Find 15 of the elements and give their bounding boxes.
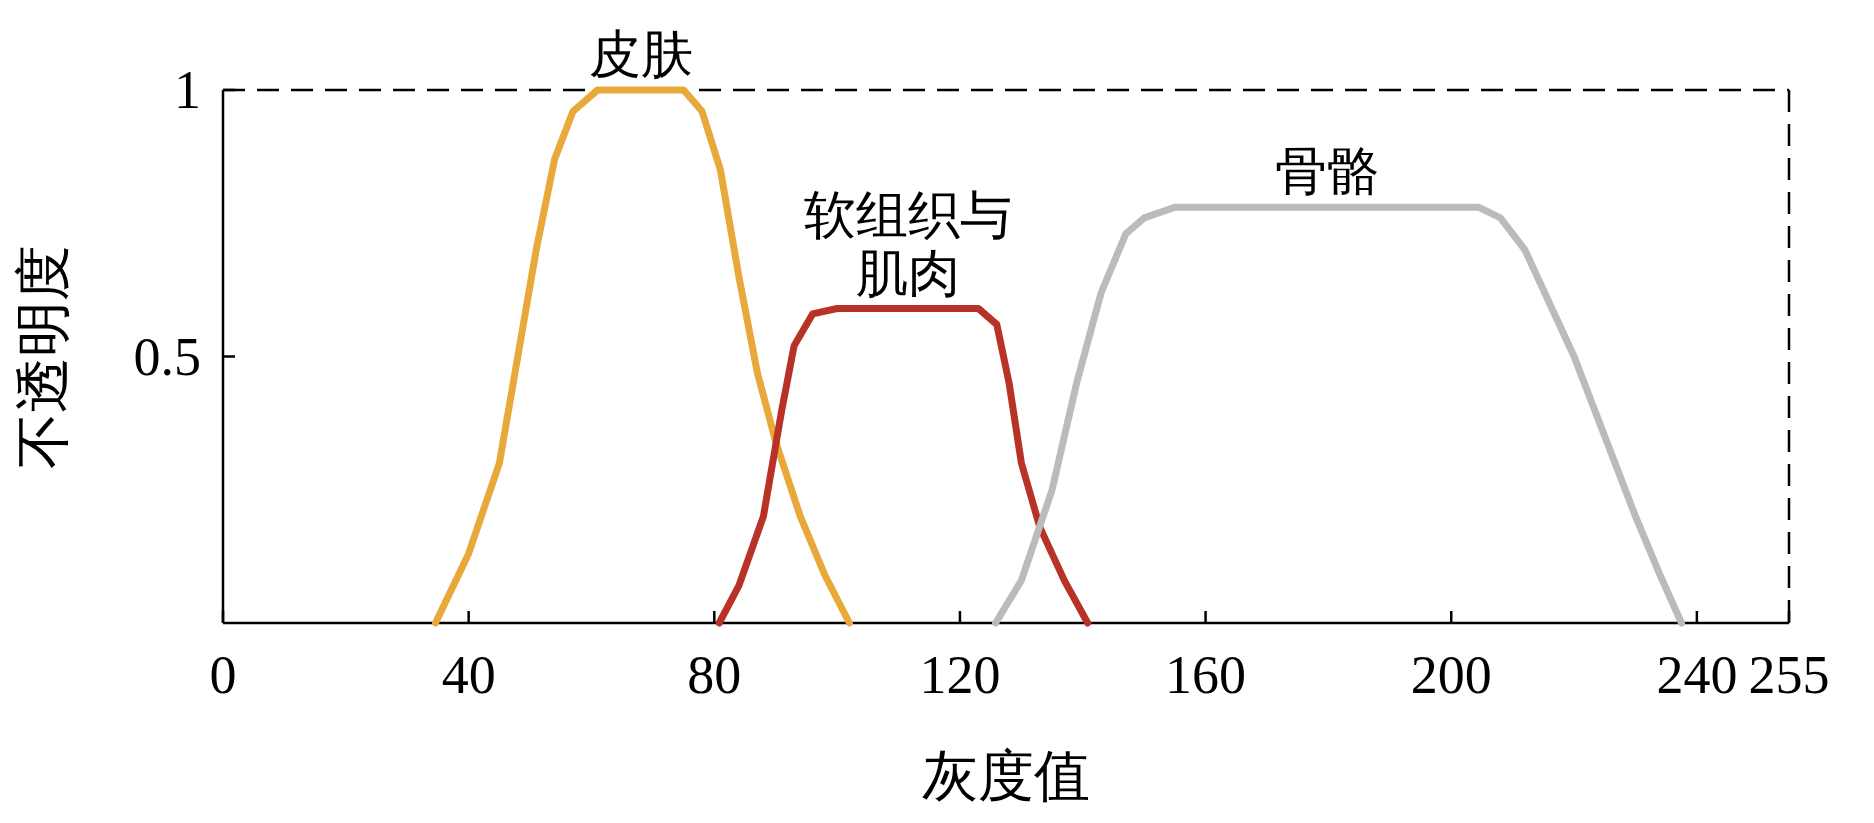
x-tick-label: 0 xyxy=(209,645,237,705)
x-tick-label: 200 xyxy=(1410,645,1492,705)
x-tick-label: 160 xyxy=(1165,645,1247,705)
y-axis-title: 不透明度 xyxy=(12,244,74,469)
y-tick-label: 1 xyxy=(174,60,201,120)
x-tick-label: 120 xyxy=(919,645,1001,705)
x-tick-label: 80 xyxy=(687,645,742,705)
x-tick-label: 255 xyxy=(1748,645,1830,705)
x-tick-label: 240 xyxy=(1656,645,1738,705)
series-label: 软组织与肌肉 xyxy=(803,186,1012,302)
x-axis-title: 灰度值 xyxy=(922,745,1090,807)
x-tick-label: 40 xyxy=(441,645,496,705)
y-tick-label: 0.5 xyxy=(133,326,201,387)
series-label: 皮肤 xyxy=(588,26,693,83)
series-label: 骨骼 xyxy=(1274,143,1379,201)
